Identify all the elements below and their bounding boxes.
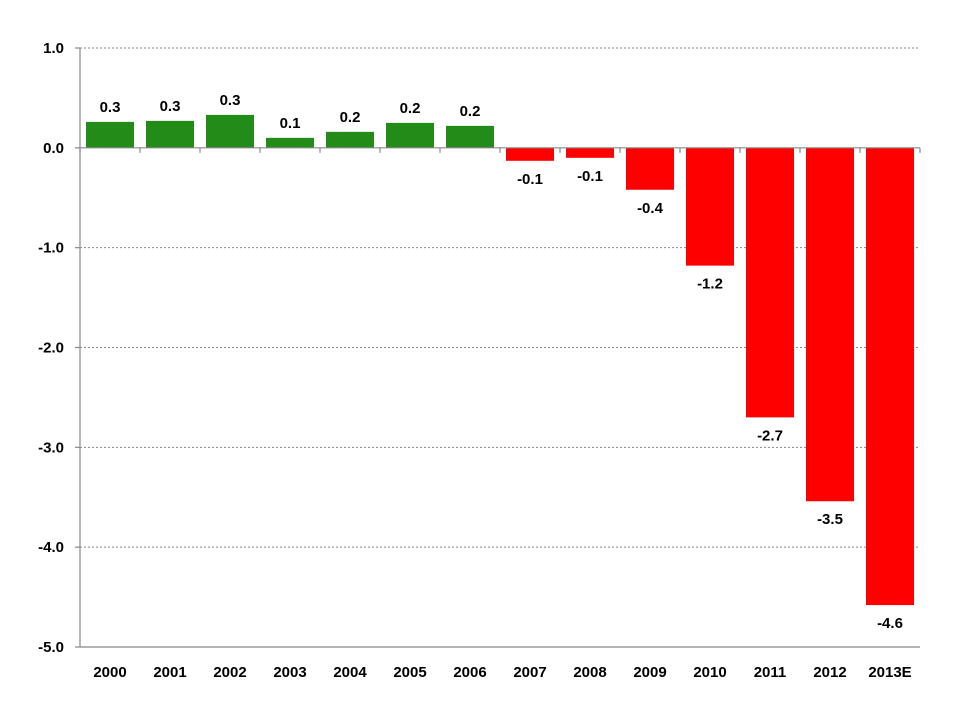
bar-2003: [266, 137, 314, 148]
y-tick-label: -2.0: [38, 340, 64, 357]
x-tick-labels: 2000 2001 2002 2003 2004 2005 2006 2007 2008 2009…: [93, 664, 911, 681]
x-tick-label: 2002: [213, 664, 246, 681]
data-labels: 0.3 0.3 0.3 0.1 0.2 0.2 0.2 -0.1 -0.1 -0.4 -1.2 -2.…: [100, 92, 903, 632]
y-tick-label: -3.0: [38, 439, 64, 456]
y-tick-label: -1.0: [38, 240, 64, 257]
bar-2000: [86, 121, 134, 148]
data-label: 0.2: [340, 109, 361, 126]
x-tick-label: 2007: [513, 664, 546, 681]
bar-2010: [686, 147, 734, 266]
bar-2013E: [866, 147, 914, 606]
x-tick-label: 2012: [813, 664, 846, 681]
y-tick-label: 1.0: [43, 40, 64, 57]
data-label: -2.7: [757, 427, 783, 444]
data-label: -3.5: [817, 511, 843, 528]
data-label: 0.2: [460, 103, 481, 120]
bar-2007: [506, 147, 554, 161]
data-label: -0.4: [637, 200, 664, 217]
bar-2008: [566, 147, 614, 158]
data-label: 0.1: [280, 115, 301, 132]
x-tick-label: 2009: [633, 664, 666, 681]
x-tick-label: 2005: [393, 664, 426, 681]
y-tick-label: 0.0: [43, 140, 64, 157]
x-tick-label: 2013E: [868, 664, 911, 681]
x-tick-label: 2006: [453, 664, 486, 681]
x-tick-label: 2000: [93, 664, 126, 681]
data-label: -4.6: [877, 615, 903, 632]
x-tick-label: 2001: [153, 664, 186, 681]
bar-2011: [746, 147, 794, 418]
bar-2005: [386, 122, 434, 148]
y-tick-label: -5.0: [38, 639, 64, 656]
y-tick-label: -4.0: [38, 539, 64, 556]
data-label: 0.3: [100, 99, 121, 116]
data-label: -0.1: [577, 168, 603, 185]
data-label: 0.3: [160, 98, 181, 115]
bar-2004: [326, 131, 374, 148]
data-label: 0.2: [400, 100, 421, 117]
y-tick-labels: 1.0 0.0 -1.0 -2.0 -3.0 -4.0 -5.0: [38, 40, 64, 656]
data-label: -0.1: [517, 171, 543, 188]
data-label: 0.3: [220, 92, 241, 109]
x-tick-label: 2010: [693, 664, 726, 681]
x-tick-label: 2003: [273, 664, 306, 681]
axes: [75, 47, 921, 648]
bar-2012: [806, 147, 854, 502]
data-label: -1.2: [697, 276, 723, 293]
bars: [86, 114, 914, 606]
bar-2002: [206, 114, 254, 148]
bar-2001: [146, 120, 194, 148]
x-tick-label: 2004: [333, 664, 367, 681]
x-tick-label: 2011: [754, 664, 787, 681]
bar-2009: [626, 147, 674, 190]
bar-2006: [446, 125, 494, 148]
x-tick-label: 2008: [573, 664, 606, 681]
